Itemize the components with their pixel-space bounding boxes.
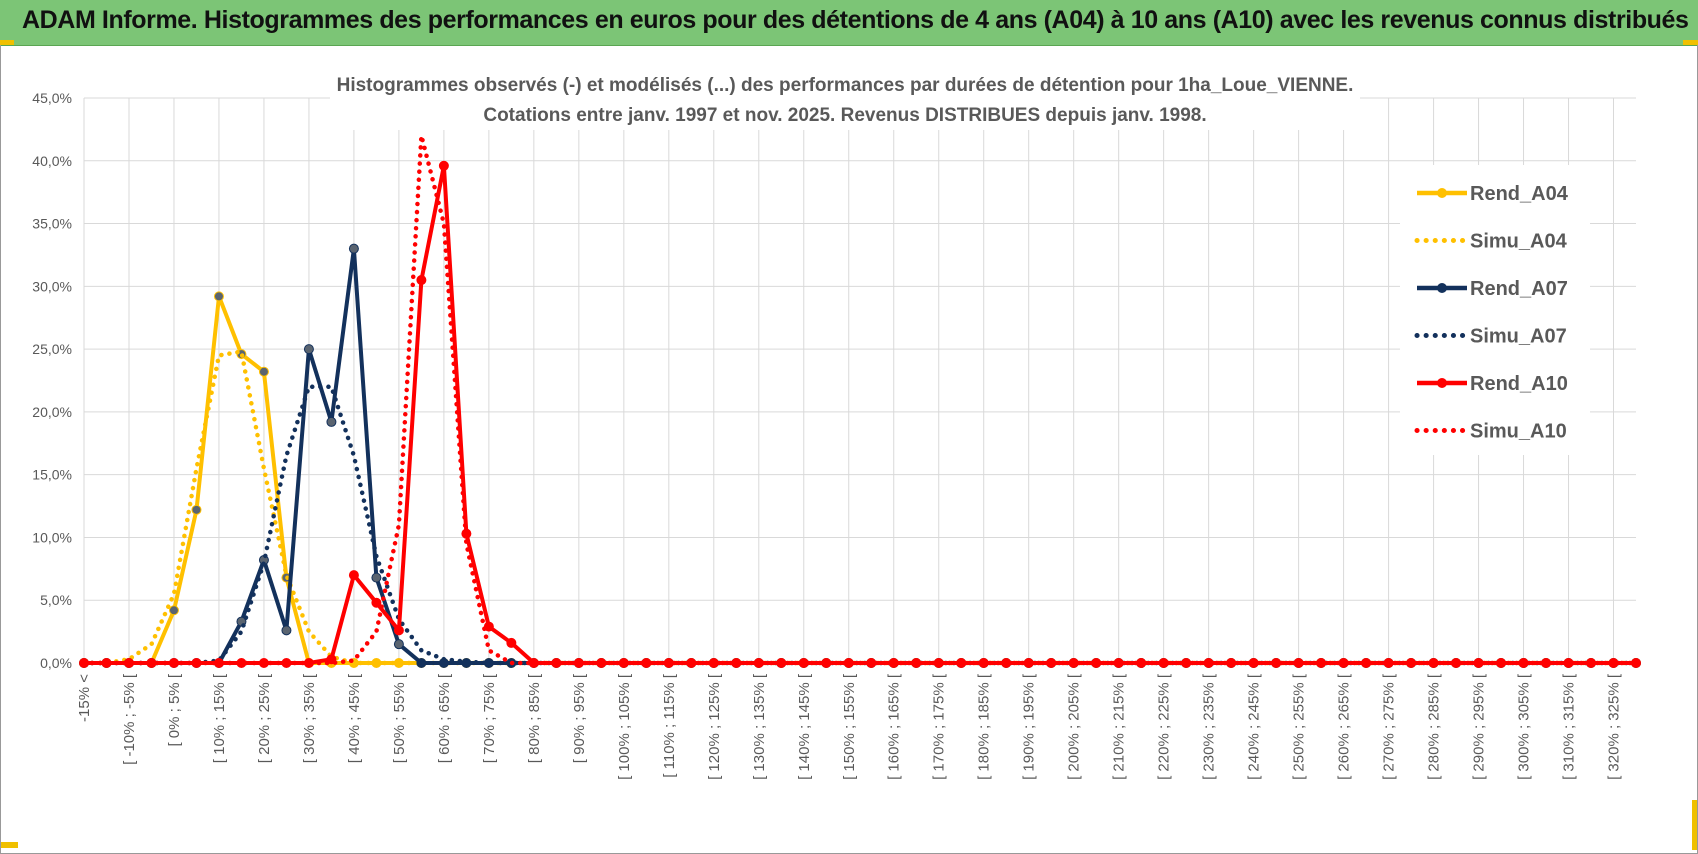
x-tick-label: [ 70% ; 75% [: [481, 673, 498, 763]
legend-marker-Rend_A04: [1437, 188, 1447, 198]
report-banner: ADAM Informe. Histogrammes des performan…: [0, 0, 1698, 46]
point-Rend_A10: [1631, 658, 1641, 668]
point-Rend_A07: [393, 639, 404, 650]
x-tick-label: [ -10% ; -5% [: [121, 673, 138, 765]
x-tick-label: [ 190% ; 195% [: [1021, 673, 1038, 780]
y-tick-label: 10,0%: [32, 529, 72, 545]
x-tick-label: [ 270% ; 275% [: [1381, 673, 1398, 780]
y-tick-label: 5,0%: [40, 592, 72, 608]
point-Rend_A10: [506, 637, 517, 648]
point-Rend_A07: [371, 572, 382, 583]
x-tick-label: [ 220% ; 225% [: [1156, 673, 1173, 780]
point-Rend_A10: [348, 570, 359, 581]
point-Rend_A04: [213, 291, 224, 302]
point-Rend_A10: [438, 160, 449, 171]
point-Rend_A07: [303, 344, 314, 355]
point-Rend_A07: [348, 243, 359, 254]
x-tick-label: [ 300% ; 305% [: [1516, 673, 1533, 780]
x-tick-label: [ 150% ; 155% [: [841, 673, 858, 780]
y-tick-label: 40,0%: [32, 153, 72, 169]
x-tick-label: [ 230% ; 235% [: [1201, 673, 1218, 780]
x-tick-label: [ 210% ; 215% [: [1111, 673, 1128, 780]
x-tick-label: [ 80% ; 85% [: [526, 673, 543, 763]
corner-marker-bottom-left: [0, 842, 18, 848]
legend: Rend_A04 Simu_A04 Rend_A07 Simu_A07 Rend_A10…: [1400, 165, 1590, 455]
x-tick-label: [ 240% ; 245% [: [1246, 673, 1263, 780]
x-tick-label: [ 20% ; 25% [: [256, 673, 273, 763]
point-Rend_A07: [326, 416, 337, 427]
y-tick-label: 0,0%: [40, 655, 72, 671]
x-tick-label: [ 180% ; 185% [: [976, 673, 993, 780]
x-tick-label: [ 50% ; 55% [: [391, 673, 408, 763]
point-Rend_A04: [168, 605, 179, 616]
chart-title-line1: Histogrammes observés (-) et modélisés (…: [337, 75, 1354, 96]
title-backdrop: [330, 62, 1360, 130]
x-tick-label: [ 160% ; 165% [: [886, 673, 903, 780]
legend-label-Simu_A07: Simu_A07: [1470, 326, 1567, 348]
legend-label-Simu_A10: Simu_A10: [1470, 421, 1567, 443]
y-axis: 0,0% 5,0% 10,0% 15,0% 20,0% 25,0% 30,0% 35,0% 40…: [32, 90, 72, 671]
x-tick-label: [ 100% ; 105% [: [616, 673, 633, 780]
legend-label-Simu_A04: Simu_A04: [1470, 231, 1568, 253]
y-tick-label: 35,0%: [32, 216, 72, 232]
x-tick-label: [ 0% ; 5% [: [166, 673, 183, 746]
point-Rend_A10: [371, 597, 382, 608]
x-axis: -15% < [ -10% ; -5% [ [ 0% ; 5% [ [ 10% ; 1…: [76, 673, 1623, 780]
point-Rend_A10: [393, 625, 404, 636]
point-Rend_A04: [191, 504, 202, 515]
x-tick-label: [ 40% ; 45% [: [346, 673, 363, 763]
corner-marker-right-edge: [1692, 800, 1698, 850]
x-tick-label: [ 10% ; 15% [: [211, 673, 228, 763]
point-Rend_A04: [258, 366, 269, 377]
x-tick-label: [ 120% ; 125% [: [706, 673, 723, 780]
x-tick-label: [ 260% ; 265% [: [1336, 673, 1353, 780]
corner-marker-top-right: [1683, 40, 1698, 45]
legend-marker-Rend_A10: [1437, 378, 1447, 388]
point-Rend_A07: [416, 658, 427, 668]
series-line-Simu_A10: [81, 133, 1639, 666]
x-tick-label: [ 60% ; 65% [: [436, 673, 453, 763]
y-tick-label: 15,0%: [32, 467, 72, 483]
legend-label-Rend_A04: Rend_A04: [1470, 183, 1569, 205]
y-tick-label: 25,0%: [32, 341, 72, 357]
x-tick-label: [ 30% ; 35% [: [301, 673, 318, 763]
legend-box: [1400, 165, 1590, 455]
y-tick-label: 20,0%: [32, 404, 72, 420]
series-lines: [79, 133, 1641, 668]
x-tick-label: [ 250% ; 255% [: [1291, 673, 1308, 780]
x-tick-label: [ 140% ; 145% [: [796, 673, 813, 780]
y-tick-label: 45,0%: [32, 90, 72, 106]
legend-label-Rend_A10: Rend_A10: [1470, 373, 1568, 395]
x-tick-label: [ 110% ; 115% [: [661, 673, 678, 778]
y-tick-label: 30,0%: [32, 278, 72, 294]
x-tick-label: [ 170% ; 175% [: [931, 673, 948, 780]
x-tick-label: [ 280% ; 285% [: [1426, 673, 1443, 780]
point-Rend_A10: [416, 275, 427, 286]
x-tick-label: [ 90% ; 95% [: [571, 673, 588, 763]
x-tick-label: [ 320% ; 325% [: [1606, 673, 1623, 780]
point-Rend_A07: [281, 625, 292, 636]
chart-title-line2: Cotations entre janv. 1997 et nov. 2025.…: [483, 105, 1206, 126]
x-tick-label: [ 200% ; 205% [: [1066, 673, 1083, 780]
x-tick-label: -15% <: [76, 674, 93, 722]
x-tick-label: [ 310% ; 315% [: [1561, 673, 1578, 780]
report-title: ADAM Informe. Histogrammes des performan…: [22, 6, 1689, 34]
legend-label-Rend_A07: Rend_A07: [1470, 278, 1568, 300]
x-tick-label: [ 130% ; 135% [: [751, 673, 768, 780]
legend-marker-Rend_A07: [1437, 283, 1447, 293]
corner-marker-top-left: [0, 40, 14, 45]
x-tick-label: [ 290% ; 295% [: [1471, 673, 1488, 780]
